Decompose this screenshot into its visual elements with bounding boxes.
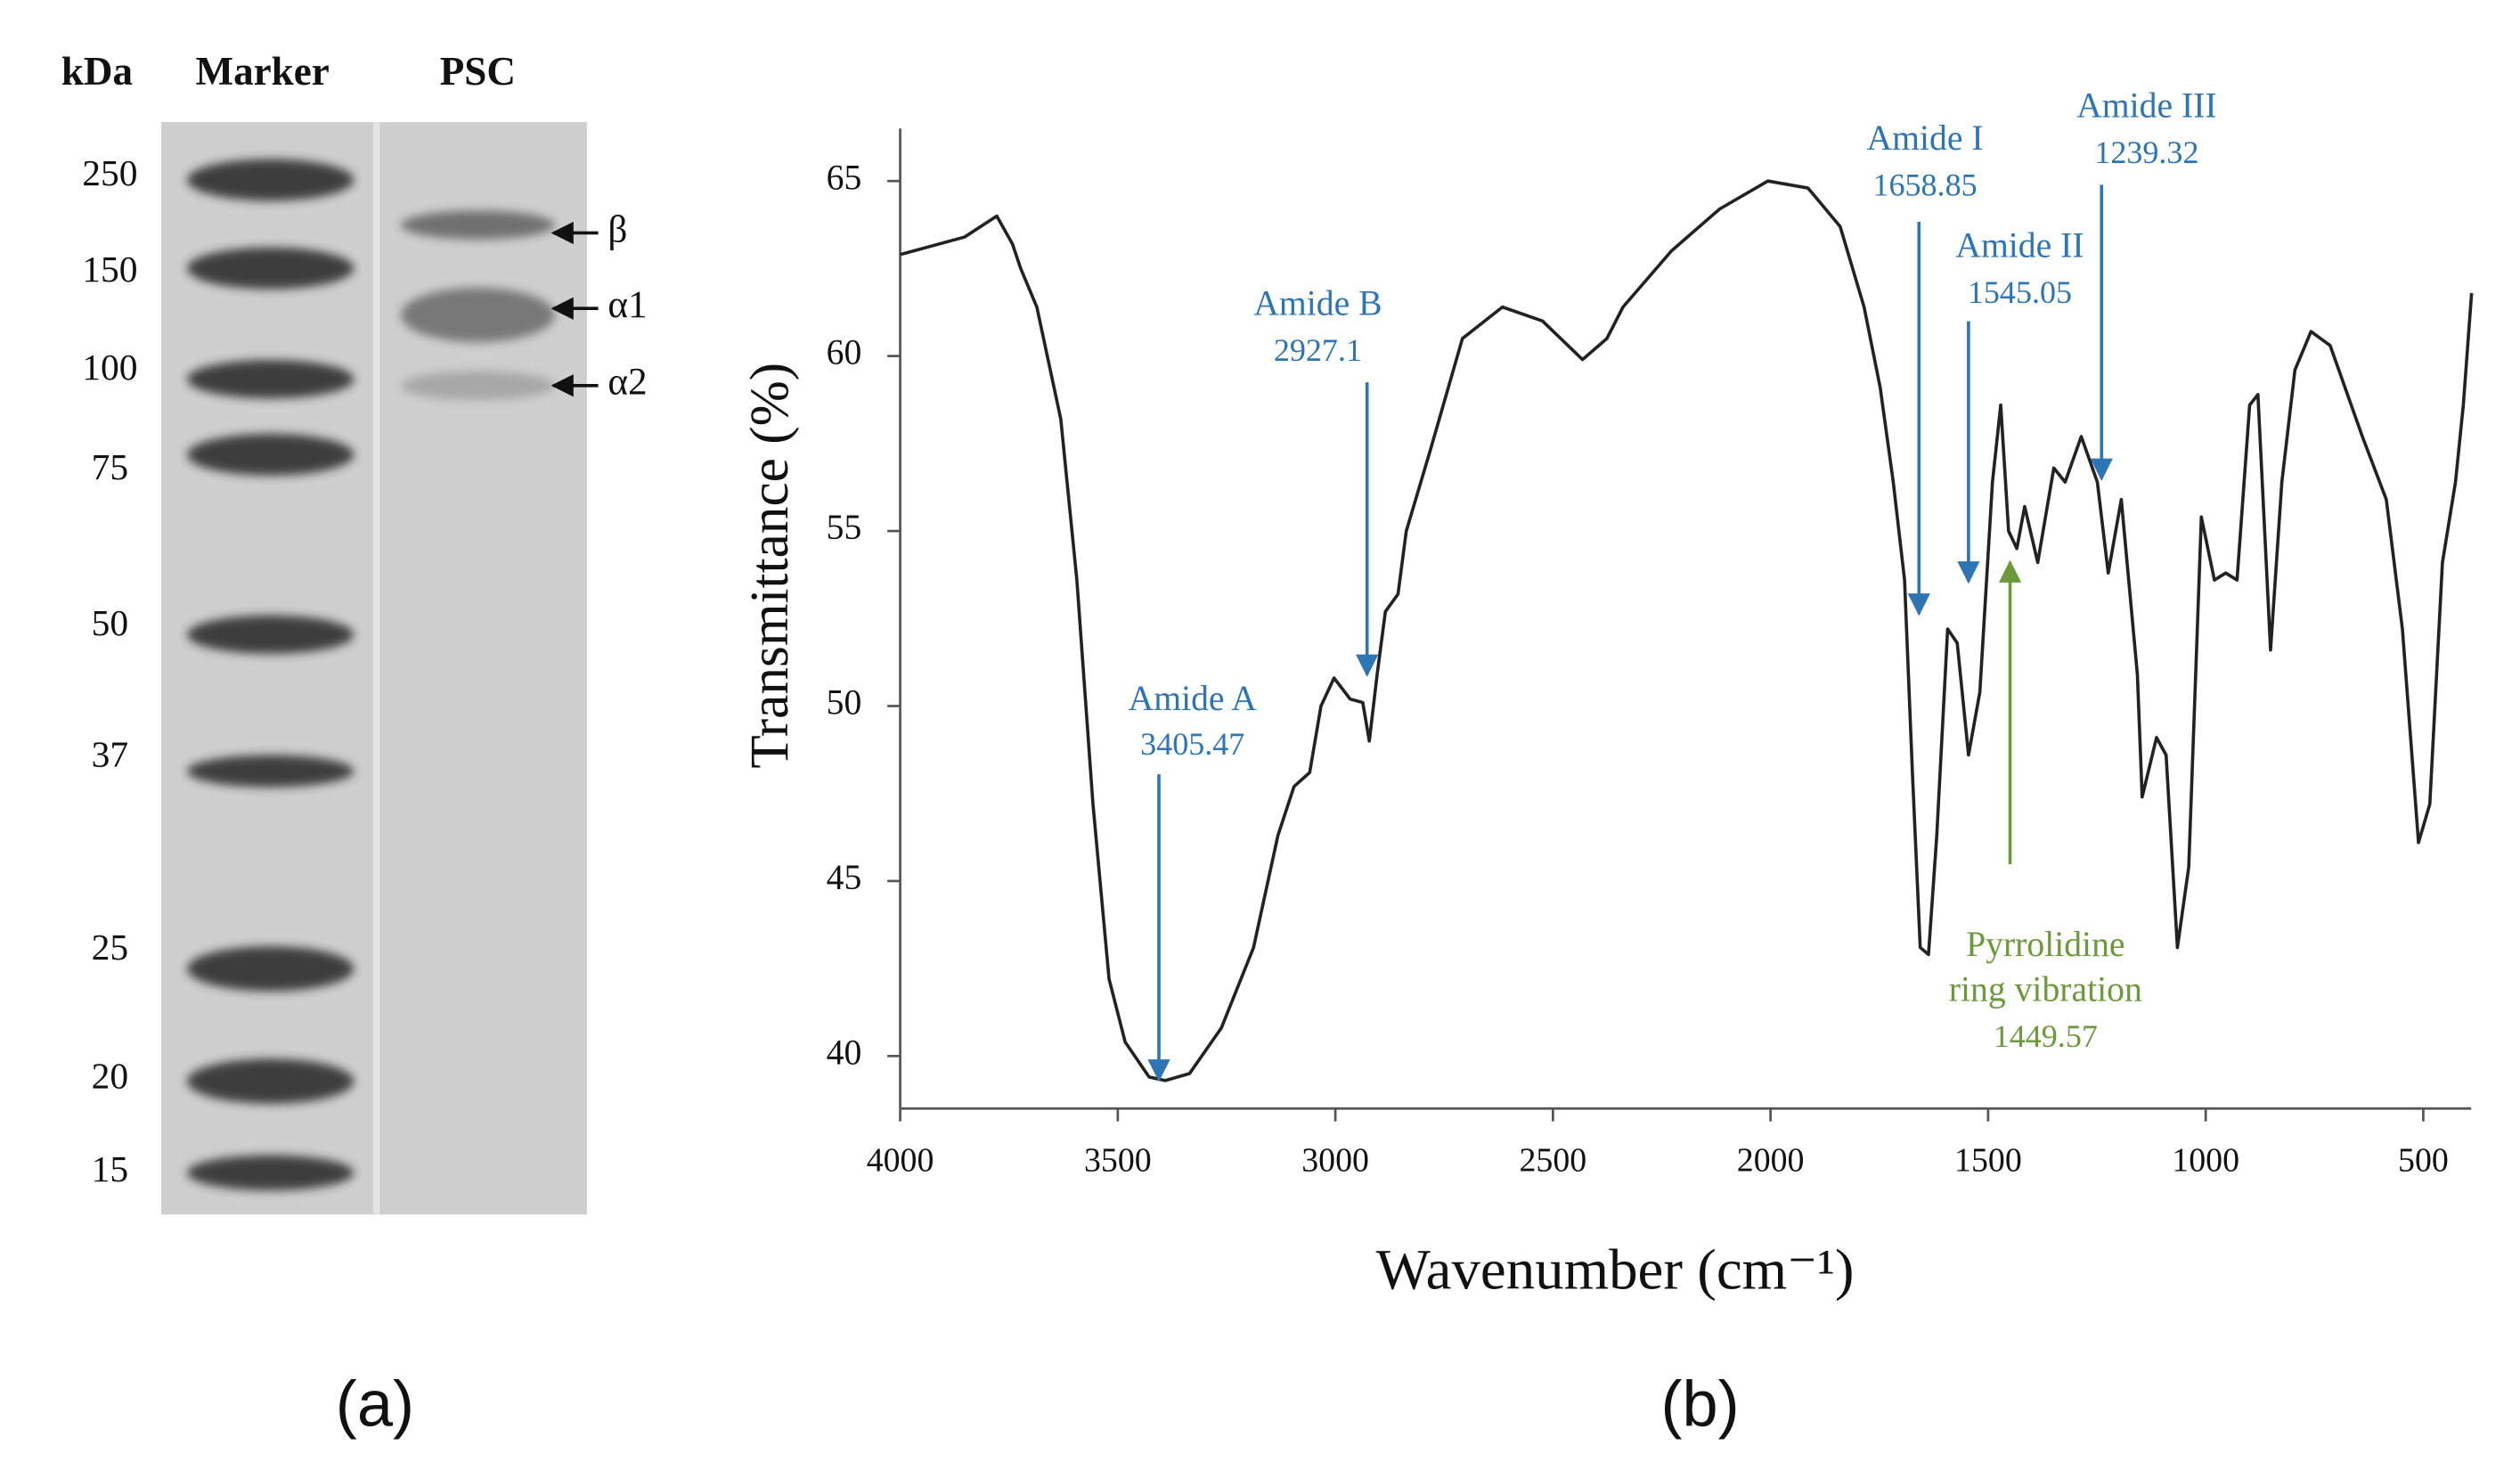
- marker-band: [186, 755, 355, 788]
- x-tick-label: 1500: [1954, 1141, 2022, 1179]
- gel-header: PSC: [440, 49, 516, 94]
- annotation-value: 1545.05: [1968, 274, 2072, 310]
- annotation-label: Amide A: [1129, 679, 1258, 718]
- x-tick-label: 2000: [1737, 1141, 1805, 1179]
- annotation-value: 3405.47: [1140, 726, 1244, 762]
- marker-band: [186, 433, 355, 476]
- lane-divider: [373, 122, 380, 1215]
- x-tick-label: 3500: [1084, 1141, 1152, 1179]
- marker-band: [186, 615, 355, 654]
- psc-band: [400, 210, 555, 240]
- annotation-value: 2927.1: [1274, 332, 1362, 368]
- y-tick-label: 65: [827, 158, 862, 197]
- marker-band: [186, 359, 355, 399]
- marker-band: [186, 247, 355, 290]
- ladder-label: 250: [82, 152, 137, 193]
- y-tick-label: 50: [827, 683, 862, 723]
- band-label: α1: [608, 283, 647, 326]
- chart-panel: 4000 3500 3000 2500 2000 1500 1000 500 40 45 50 55 6…: [739, 86, 2474, 1441]
- gel-panel: kDa Marker PSC 250 150 100 75 50 37 25 20 15 β α1 α2 (a…: [61, 49, 648, 1440]
- ladder-label: 37: [92, 734, 128, 775]
- annotation-value: 1658.85: [1872, 167, 1977, 202]
- annotation-label: Amide III: [2076, 86, 2216, 126]
- gel-header: kDa: [61, 49, 133, 94]
- annotation-label: Amide II: [1955, 226, 2084, 265]
- marker-band: [186, 1058, 355, 1104]
- spectrum-line: [900, 179, 2474, 1082]
- y-tick-label: 45: [827, 858, 862, 897]
- x-tick-label: 500: [2398, 1141, 2449, 1179]
- panel-label: (a): [336, 1369, 414, 1441]
- psc-band: [400, 287, 555, 343]
- x-tick-label: 3000: [1301, 1141, 1369, 1179]
- band-label: α2: [608, 361, 647, 404]
- ladder-label: 15: [92, 1148, 128, 1189]
- x-tick-label: 4000: [867, 1141, 934, 1179]
- annotation-value: 1239.32: [2094, 135, 2198, 170]
- x-tick-label: 1000: [2172, 1141, 2239, 1179]
- annotation-label: Amide B: [1253, 284, 1382, 323]
- annotation-label: Pyrrolidine: [1966, 925, 2124, 964]
- annotation-value: 1449.57: [1994, 1018, 2098, 1054]
- ladder-label: 25: [92, 927, 128, 968]
- y-tick-label: 55: [827, 508, 862, 547]
- psc-band: [400, 371, 555, 401]
- y-tick-label: 60: [827, 333, 862, 372]
- ladder-label: 150: [82, 249, 137, 290]
- marker-band: [186, 946, 355, 992]
- x-tick-label: 2500: [1520, 1141, 1587, 1179]
- marker-band: [186, 159, 355, 201]
- ladder-label: 50: [92, 602, 128, 643]
- annotation-label: ring vibration: [1949, 970, 2142, 1009]
- band-label: β: [608, 208, 627, 250]
- ladder-label: 20: [92, 1055, 128, 1096]
- y-axis-label: Transmittance (%): [739, 363, 800, 769]
- y-tick-label: 40: [827, 1033, 862, 1072]
- marker-band: [186, 1155, 355, 1191]
- x-axis-label: Wavenumber (cm⁻¹): [1376, 1238, 1855, 1303]
- gel-header: Marker: [196, 49, 330, 94]
- panel-label: (b): [1661, 1369, 1740, 1441]
- ladder-label: 75: [92, 446, 128, 487]
- annotation-label: Amide I: [1867, 118, 1984, 158]
- ladder-label: 100: [82, 347, 137, 388]
